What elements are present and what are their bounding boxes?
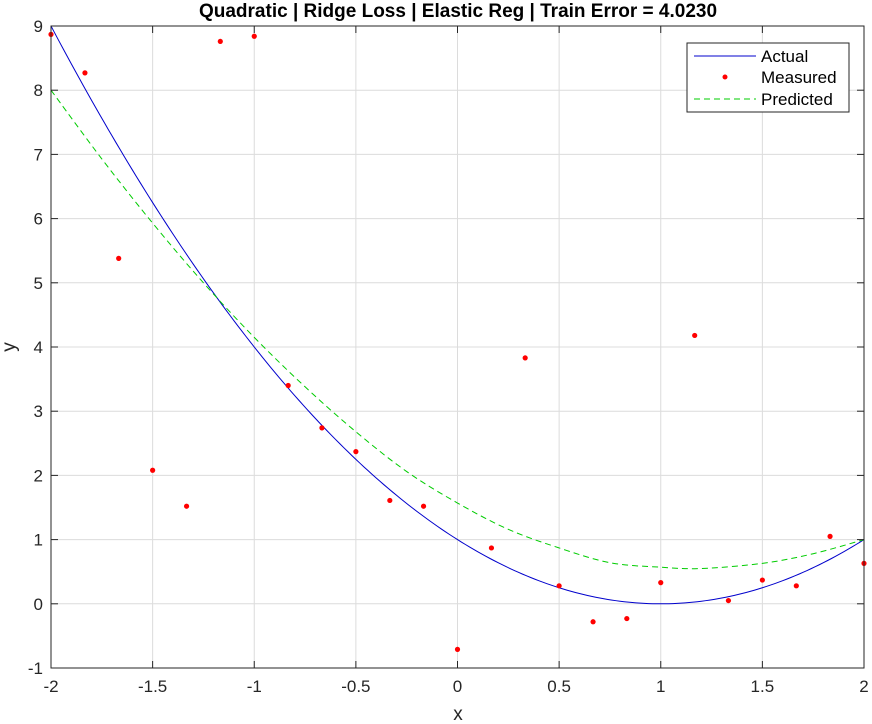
legend: Actual Measured Predicted (686, 42, 850, 113)
measured-point (217, 38, 223, 45)
measured-point (251, 33, 257, 39)
measured-point (319, 425, 325, 431)
measured-point (150, 467, 156, 473)
measured-point (759, 577, 765, 583)
y-tick-label: 4 (34, 338, 43, 357)
measured-point (827, 533, 833, 539)
y-tick-label: 3 (34, 402, 43, 421)
x-tick-label: 1 (656, 677, 665, 696)
measured-point (82, 70, 88, 76)
tick-marks (50, 25, 865, 669)
y-tick-label: -1 (28, 659, 43, 678)
measured-point (556, 583, 562, 589)
y-tick-label: 7 (34, 145, 43, 164)
series-layer (48, 25, 867, 652)
y-axis-label: y (0, 342, 20, 352)
measured-point (590, 619, 596, 625)
legend-measured-marker (722, 74, 728, 80)
legend-box (686, 42, 850, 113)
legend-measured-label: Measured (761, 68, 837, 87)
y-tick-label: 8 (34, 81, 43, 100)
measured-point (725, 597, 732, 604)
measured-point (183, 503, 190, 509)
x-tick-labels: -2 -1.5 -1 -0.5 0 0.5 1 1.5 2 (43, 677, 868, 696)
series-predicted-line (50, 89, 865, 570)
x-tick-label: 2 (859, 677, 868, 696)
x-tick-label: 0.5 (547, 677, 571, 696)
y-tick-label: 5 (34, 274, 43, 293)
measured-point (387, 497, 393, 504)
measured-point (522, 355, 528, 361)
y-tick-label: 9 (34, 17, 43, 36)
measured-point (692, 332, 698, 339)
measured-point (488, 545, 495, 551)
x-tick-label: 0 (453, 677, 462, 696)
measured-point (420, 503, 427, 509)
legend-predicted-label: Predicted (761, 90, 833, 109)
legend-actual-label: Actual (761, 47, 808, 66)
measured-point (285, 382, 291, 389)
x-axis-label: x (453, 704, 463, 724)
x-tick-label: -1.5 (138, 677, 167, 696)
y-tick-labels: -1 0 1 2 3 4 5 6 7 8 9 (28, 17, 43, 678)
measured-point (624, 615, 630, 622)
y-tick-label: 6 (34, 210, 43, 229)
x-tick-label: 1.5 (751, 677, 775, 696)
x-tick-label: -2 (43, 677, 58, 696)
measured-point (658, 580, 664, 586)
chart-title: Quadratic | Ridge Loss | Elastic Reg | T… (199, 1, 717, 22)
measured-point (454, 646, 461, 652)
x-tick-label: -1 (247, 677, 262, 696)
y-tick-label: 2 (34, 466, 43, 485)
measured-point (353, 449, 359, 455)
y-tick-label: 1 (34, 531, 43, 550)
measured-point (116, 255, 122, 261)
x-tick-label: -0.5 (341, 677, 370, 696)
y-tick-label: 0 (34, 595, 43, 614)
measured-point (793, 583, 799, 589)
series-actual-line (50, 25, 865, 605)
